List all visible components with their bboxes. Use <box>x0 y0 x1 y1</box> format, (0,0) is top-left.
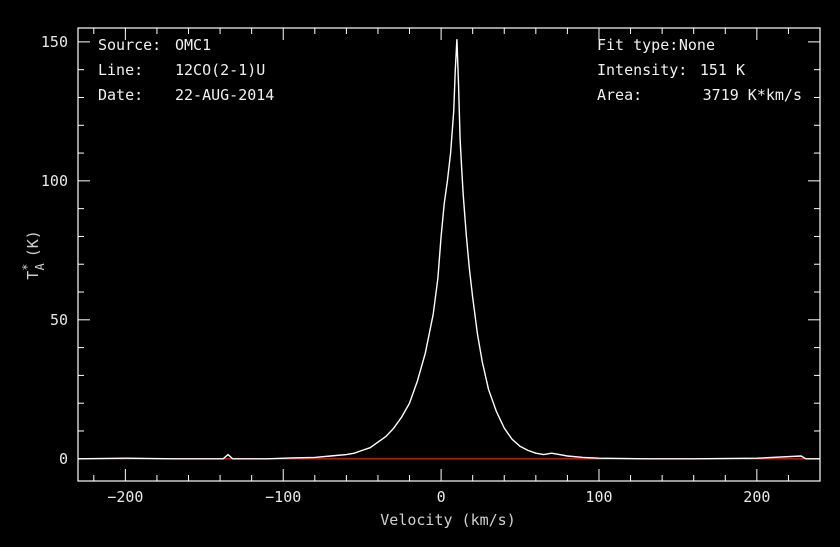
x-tick-label: −100 <box>265 488 301 506</box>
fit-type-value: None <box>679 36 715 54</box>
x-tick-label: 0 <box>437 488 446 506</box>
spectrum-series-line <box>77 39 820 460</box>
area-label: Area: <box>597 86 642 104</box>
intensity-label: Intensity: <box>597 61 687 79</box>
y-axis-label-main: T <box>24 271 42 280</box>
fit-type-label: Fit type: <box>597 36 678 54</box>
x-tick-label: 100 <box>585 488 612 506</box>
svg-text:T*A(K): T*A (K) <box>20 230 47 280</box>
date-label: Date: <box>98 86 143 104</box>
y-tick-label: 100 <box>41 172 68 190</box>
y-tick-label: 150 <box>41 33 68 51</box>
line-value: 12CO(2-1)U <box>175 61 265 79</box>
y-axis-label-sub: A <box>33 263 47 271</box>
axis-ticks <box>78 28 821 481</box>
axis-tick-labels: −200 −100 0 100 200 0 50 100 150 <box>41 33 770 506</box>
x-axis-label: Velocity (km/s) <box>380 511 515 529</box>
plot-frame <box>77 27 821 482</box>
line-label: Line: <box>98 61 143 79</box>
y-axis-label-super: * <box>20 264 34 271</box>
area-value: 3719 K*km/s <box>703 86 802 104</box>
intensity-value: 151 K <box>700 61 745 79</box>
x-tick-label: −200 <box>107 488 143 506</box>
x-tick-label: 200 <box>743 488 770 506</box>
source-label: Source: <box>98 36 161 54</box>
y-axis-label-unit: (K) <box>24 230 42 257</box>
y-tick-label: 0 <box>59 450 68 468</box>
date-value: 22-AUG-2014 <box>175 86 274 104</box>
source-value: OMC1 <box>175 36 211 54</box>
y-axis-label: T*A (K) <box>20 230 47 280</box>
y-tick-label: 50 <box>50 311 68 329</box>
